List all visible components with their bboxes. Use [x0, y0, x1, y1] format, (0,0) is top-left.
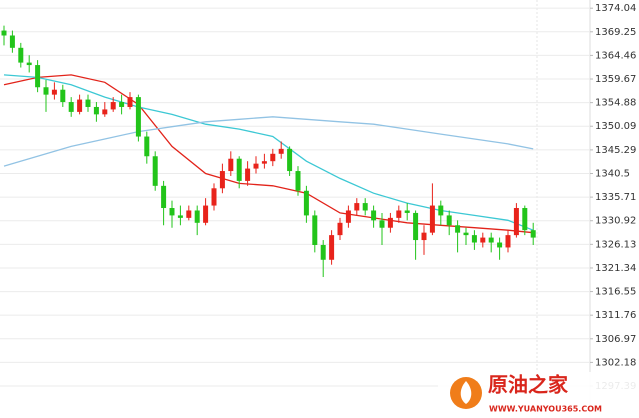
- candle-body: [513, 208, 519, 236]
- candle-body: [228, 158, 234, 172]
- logo-name: 原油之家: [488, 373, 569, 397]
- moving-average-line: [3, 74, 534, 234]
- candle-body: [522, 208, 528, 231]
- candle-body: [203, 205, 209, 223]
- moving-average-line: [3, 116, 534, 167]
- candle-body: [320, 244, 326, 260]
- candle-body: [43, 87, 49, 95]
- candle-body: [110, 102, 116, 110]
- candle-body: [463, 232, 469, 236]
- candle-body: [253, 163, 259, 169]
- candle-body: [169, 208, 175, 216]
- candle-body: [455, 225, 461, 233]
- candle-body: [362, 203, 368, 211]
- candle-body: [312, 215, 318, 245]
- candle-body: [413, 212, 419, 241]
- y-tick-label: 1302.18: [595, 357, 636, 368]
- candle-body: [396, 210, 402, 218]
- y-tick-label: 1374.04: [595, 3, 636, 14]
- candle-body: [93, 106, 99, 115]
- candle-body: [68, 102, 74, 112]
- y-tick-label: 1354.88: [595, 98, 636, 109]
- y-tick-label: 1321.34: [595, 263, 636, 274]
- candle-body: [135, 97, 141, 137]
- candle-body: [379, 220, 385, 228]
- candle-body: [127, 97, 133, 107]
- moving-average-line: [3, 74, 534, 231]
- candle-body: [177, 215, 183, 218]
- candle-body: [371, 210, 377, 221]
- candle-body: [488, 237, 494, 243]
- y-tick-label: 1359.67: [595, 74, 636, 85]
- y-tick-label: 1369.25: [595, 27, 636, 38]
- logo-url: WWW.YUANYOU365.COM: [489, 405, 602, 414]
- candle-body: [60, 89, 66, 103]
- candle-body: [219, 171, 225, 189]
- candle-body: [421, 232, 427, 241]
- candle-body: [236, 158, 242, 181]
- candle-body: [530, 230, 536, 238]
- candle-body: [345, 210, 351, 223]
- candle-body: [387, 217, 393, 228]
- candle-body: [119, 102, 125, 107]
- candle-body: [18, 47, 24, 63]
- candle-body: [446, 215, 452, 226]
- candle-body: [287, 148, 293, 172]
- y-tick-label: 1316.55: [595, 287, 636, 298]
- candle-body: [35, 65, 41, 88]
- candle-body: [295, 171, 301, 191]
- candle-body: [77, 99, 83, 112]
- y-tick-label: 1345.29: [595, 145, 636, 156]
- candle-body: [471, 235, 477, 243]
- candles: [1, 25, 536, 278]
- candle-body: [337, 222, 343, 236]
- candle-body: [480, 237, 486, 243]
- candle-body: [261, 161, 267, 164]
- watermark: 原油之家 WWW.YUANYOU365.COM: [438, 372, 638, 418]
- candle-body: [270, 153, 276, 162]
- candle-body: [186, 210, 192, 218]
- ma-lines: [3, 74, 534, 234]
- y-tick-label: 1311.76: [595, 310, 636, 321]
- y-tick-label: 1306.97: [595, 334, 636, 345]
- candle-body: [505, 235, 511, 248]
- y-tick-label: 1326.13: [595, 239, 636, 250]
- candle-body: [9, 35, 15, 48]
- candle-body: [329, 235, 335, 260]
- logo-drop: [460, 381, 472, 404]
- candle-body: [211, 188, 217, 206]
- candle-body: [51, 89, 57, 95]
- candle-body: [438, 205, 444, 216]
- candle-body: [429, 205, 435, 233]
- y-tick-label: 1350.09: [595, 121, 636, 132]
- candle-body: [1, 30, 7, 36]
- candle-body: [85, 99, 91, 107]
- candle-body: [26, 62, 32, 66]
- candle-body: [102, 109, 108, 115]
- candle-body: [278, 148, 284, 154]
- candle-body: [303, 190, 309, 216]
- candle-body: [404, 210, 410, 213]
- candle-body: [354, 203, 360, 211]
- candle-body: [161, 185, 167, 209]
- candle-body: [245, 168, 251, 181]
- y-tick-label: 1340.5: [595, 169, 630, 180]
- candle-body: [497, 242, 503, 248]
- candle-body: [152, 156, 158, 186]
- candle-body: [194, 210, 200, 223]
- candle-body: [144, 136, 150, 157]
- y-tick-label: 1330.92: [595, 216, 636, 227]
- y-tick-label: 1335.71: [595, 192, 636, 203]
- y-tick-label: 1364.46: [595, 50, 636, 61]
